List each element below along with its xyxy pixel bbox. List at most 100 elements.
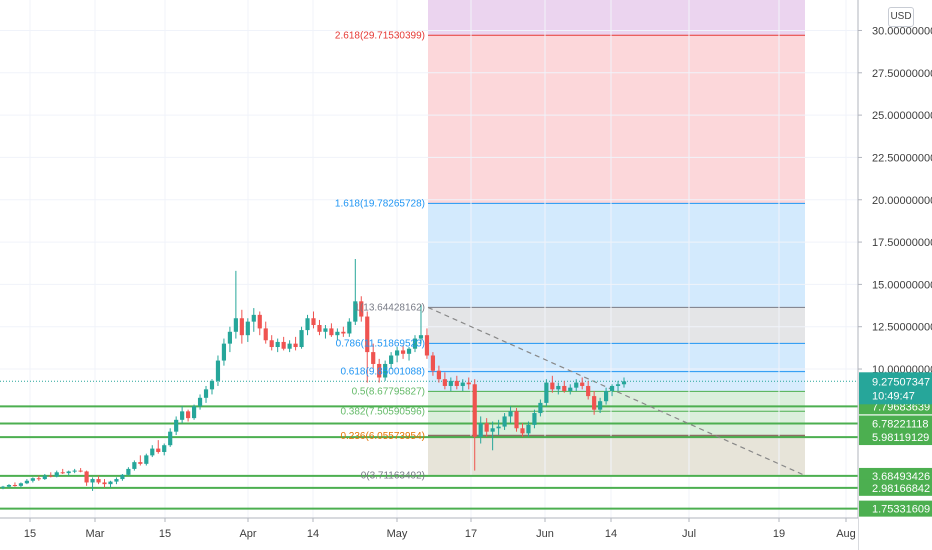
- y-tick-label: 27.50000000: [872, 68, 932, 80]
- candle-body: [621, 381, 627, 385]
- support-price-badge: [859, 429, 932, 446]
- candle-body: [400, 350, 406, 354]
- candle-body: [287, 343, 292, 349]
- candle-body: [442, 379, 447, 386]
- current-price-value: 9.27507347: [872, 376, 930, 388]
- candle-body: [484, 423, 489, 432]
- candle-body: [227, 331, 232, 344]
- candle-body: [538, 402, 543, 414]
- fib-level-label: 0.236(6.05573954): [340, 431, 425, 442]
- candle-body: [209, 380, 215, 390]
- candle-body: [359, 301, 364, 317]
- support-price-badge: [859, 415, 932, 432]
- fib-zone: [428, 371, 805, 392]
- candle-body: [490, 428, 495, 432]
- current-price-badge: [859, 372, 932, 405]
- candle-body: [126, 468, 131, 475]
- fib-zones: [428, 0, 805, 476]
- x-tick-label: 17: [465, 528, 477, 540]
- candle-body: [603, 391, 609, 402]
- candle-body: [174, 419, 179, 432]
- y-tick-label: 17.50000000: [872, 237, 932, 249]
- candle-body: [293, 343, 298, 348]
- candle-body: [550, 382, 555, 390]
- fib-zone: [428, 343, 805, 372]
- candle-body: [120, 474, 125, 480]
- candle-body: [395, 350, 400, 356]
- candle-body: [203, 389, 209, 398]
- candle-body: [197, 397, 203, 407]
- candle-body: [353, 301, 358, 322]
- candle-body: [448, 380, 453, 386]
- candle-body: [72, 470, 77, 472]
- trend-line: [0, 306, 858, 477]
- candle-body: [562, 385, 567, 392]
- time-axis: 15 Mar 15 Apr 14 May 17 Jun 14 Jul 19 Aug: [0, 517, 858, 550]
- candle-body: [598, 401, 603, 410]
- candle-body: [472, 384, 477, 437]
- candle-body: [424, 335, 430, 356]
- y-tick-label: 25.00000000: [872, 110, 932, 122]
- candle-body: [389, 355, 394, 364]
- x-tick-label: Aug: [836, 528, 856, 540]
- candle-body: [263, 328, 268, 341]
- price-axis-bg: [858, 0, 932, 550]
- candle-body: [186, 411, 191, 419]
- support-price-badge: [859, 500, 932, 517]
- y-tick-label: 22.50000000: [872, 152, 932, 164]
- candle-body: [245, 321, 250, 336]
- candle-body: [592, 396, 597, 410]
- fib-zone: [428, 35, 805, 204]
- candle-body: [323, 328, 328, 332]
- fib-level-label: 0.382(7.50590596): [340, 406, 425, 417]
- candle-body: [54, 472, 59, 477]
- fib-zone: [428, 391, 805, 412]
- x-tick-label: Jul: [682, 528, 696, 540]
- candle-body: [574, 382, 579, 388]
- candle-body: [180, 411, 185, 420]
- candle-body: [191, 406, 197, 419]
- candle-body: [532, 413, 537, 425]
- fib-zone: [428, 307, 805, 344]
- candle-body: [418, 335, 424, 339]
- fib-level-label: 0.5(8.67795827): [352, 386, 425, 397]
- candle-body: [18, 483, 24, 486]
- candle-body: [30, 478, 35, 481]
- candle-body: [150, 448, 155, 456]
- candle-body: [520, 428, 525, 434]
- candle-body: [156, 448, 161, 452]
- candle-body: [496, 426, 501, 429]
- candle-body: [48, 475, 53, 477]
- candle-body: [299, 330, 304, 348]
- candle-body: [251, 314, 256, 322]
- candle-body: [466, 382, 471, 385]
- x-tick-label: 19: [773, 528, 785, 540]
- candle-body: [311, 318, 316, 326]
- fib-zone: [428, 203, 805, 308]
- candle-body: [257, 314, 262, 329]
- candle-body: [586, 385, 591, 397]
- candle-body: [6, 484, 12, 487]
- candle-body: [305, 318, 310, 331]
- candle-body: [341, 331, 346, 334]
- x-tick-label: 14: [307, 528, 319, 540]
- fib-level-label: 2.618(29.71530399): [335, 30, 425, 41]
- currency-badge[interactable]: USD: [888, 7, 914, 27]
- y-tick-label: 30.00000000: [872, 25, 932, 37]
- candle-body: [144, 455, 149, 464]
- candle-body: [580, 382, 585, 386]
- candle-body: [90, 479, 95, 483]
- candle-body: [24, 480, 29, 484]
- candle-body: [329, 328, 334, 336]
- candle-body: [460, 382, 465, 386]
- time-axis-bg: [0, 518, 858, 550]
- fib-zone-low: [428, 435, 805, 476]
- fib-zone-top: [428, 0, 805, 36]
- support-lines: [0, 405, 858, 510]
- candle-body: [335, 331, 340, 336]
- candle-body: [526, 424, 531, 434]
- x-tick-label: 15: [24, 528, 36, 540]
- fib-zone: [428, 435, 805, 476]
